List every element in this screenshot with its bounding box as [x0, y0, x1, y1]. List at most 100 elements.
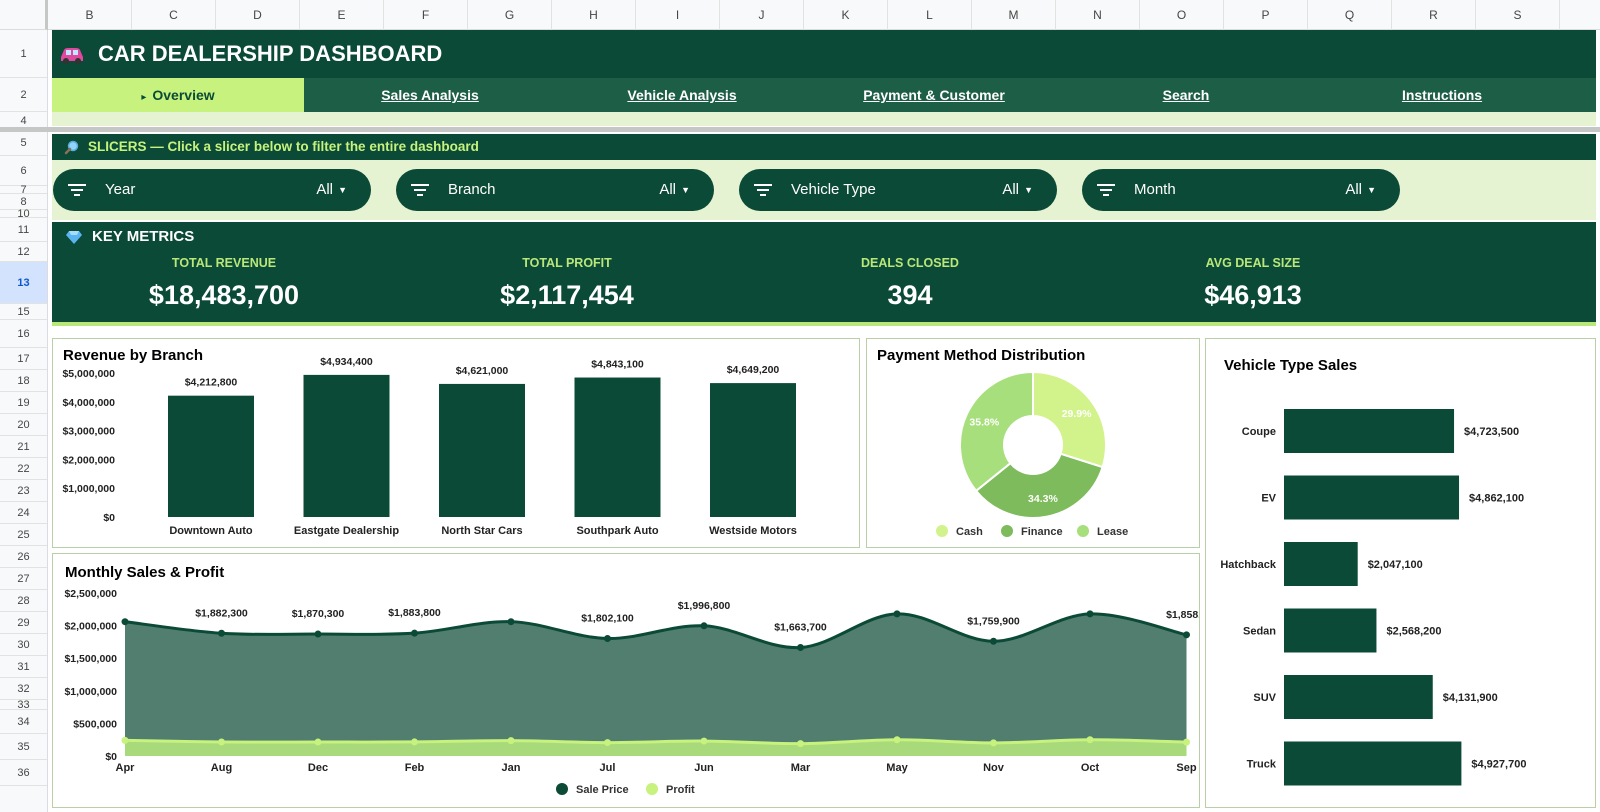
- sale-price-point[interactable]: [1183, 631, 1190, 639]
- row-header[interactable]: 19: [0, 392, 47, 414]
- column-header[interactable]: N: [1056, 0, 1140, 30]
- column-header[interactable]: R: [1392, 0, 1476, 30]
- bar[interactable]: [1284, 409, 1455, 453]
- column-header[interactable]: G: [468, 0, 552, 30]
- bar[interactable]: [1284, 608, 1377, 653]
- profit-point[interactable]: [1086, 736, 1094, 744]
- row-header[interactable]: 12: [0, 242, 47, 262]
- select-all-corner[interactable]: [0, 0, 48, 30]
- column-header[interactable]: Q: [1308, 0, 1392, 30]
- sale-price-point[interactable]: [990, 637, 997, 645]
- profit-point[interactable]: [797, 740, 804, 748]
- row-header[interactable]: 22: [0, 458, 47, 480]
- row-header[interactable]: 2: [0, 78, 47, 112]
- row-header[interactable]: 35: [0, 734, 47, 760]
- sale-price-point[interactable]: [121, 618, 129, 626]
- row-header[interactable]: 30: [0, 634, 47, 656]
- pie-slice[interactable]: [1032, 370, 1107, 469]
- tab-instructions[interactable]: Instructions: [1401, 87, 1483, 103]
- tab-search[interactable]: Search: [1162, 87, 1210, 103]
- sale-price-point[interactable]: [314, 630, 322, 638]
- row-header[interactable]: 33: [0, 699, 47, 711]
- frozen-rows-divider[interactable]: [0, 127, 1600, 132]
- column-header[interactable]: H: [552, 0, 636, 30]
- row-header[interactable]: 28: [0, 590, 47, 612]
- profit-point[interactable]: [604, 739, 611, 747]
- sale-price-point[interactable]: [411, 629, 418, 637]
- profit-point[interactable]: [121, 736, 129, 744]
- profit-point[interactable]: [218, 738, 225, 746]
- sale-price-point[interactable]: [700, 622, 708, 630]
- pie-slice[interactable]: [974, 452, 1104, 519]
- tab-sales-analysis[interactable]: Sales Analysis: [381, 87, 479, 103]
- profit-point[interactable]: [1183, 738, 1190, 746]
- row-header[interactable]: 11: [0, 218, 47, 242]
- revenue-by-branch-chart[interactable]: Revenue by Branch $0 $1,000,000 $2,000,000…: [52, 338, 860, 548]
- bar[interactable]: [303, 374, 390, 517]
- row-header[interactable]: 17: [0, 348, 47, 370]
- row-header[interactable]: 20: [0, 414, 47, 436]
- row-header[interactable]: 23: [0, 480, 47, 502]
- slicer-branch[interactable]: Branch All ▼: [396, 169, 714, 211]
- pie-slice[interactable]: [959, 370, 1034, 493]
- bar[interactable]: [574, 377, 661, 517]
- row-header[interactable]: 5: [0, 130, 47, 156]
- row-header[interactable]: 16: [0, 320, 47, 348]
- slicer-vehicle-type[interactable]: Vehicle Type All ▼: [739, 169, 1057, 211]
- vehicle-type-sales-chart[interactable]: Vehicle Type Sales Coupe $4,723,500 EV $4,8…: [1205, 338, 1596, 808]
- sale-price-point[interactable]: [893, 610, 901, 618]
- column-header[interactable]: I: [636, 0, 720, 30]
- slicer-month[interactable]: Month All ▼: [1082, 169, 1400, 211]
- row-header[interactable]: 15: [0, 304, 47, 320]
- sale-price-point[interactable]: [507, 618, 515, 626]
- tab-overview[interactable]: ▸ Overview: [52, 78, 304, 112]
- row-header[interactable]: 18: [0, 370, 47, 392]
- column-header[interactable]: L: [888, 0, 972, 30]
- row-header[interactable]: 36: [0, 760, 47, 786]
- slicer-year[interactable]: Year All ▼: [53, 169, 371, 211]
- bar[interactable]: [168, 395, 254, 517]
- bar[interactable]: [710, 383, 796, 517]
- profit-point[interactable]: [507, 737, 515, 745]
- column-header[interactable]: P: [1224, 0, 1308, 30]
- bar[interactable]: [1284, 475, 1460, 520]
- profit-point[interactable]: [893, 736, 901, 744]
- row-header[interactable]: 6: [0, 156, 47, 186]
- column-header[interactable]: F: [384, 0, 468, 30]
- bar[interactable]: [1284, 741, 1462, 786]
- row-header[interactable]: 13: [0, 262, 47, 304]
- row-header[interactable]: 8: [0, 194, 47, 210]
- row-header[interactable]: 26: [0, 546, 47, 568]
- row-header[interactable]: 27: [0, 568, 47, 590]
- row-header[interactable]: 7: [0, 184, 47, 196]
- sale-price-point[interactable]: [604, 635, 611, 643]
- row-header[interactable]: 31: [0, 656, 47, 678]
- column-header[interactable]: D: [216, 0, 300, 30]
- monthly-sales-profit-chart[interactable]: Monthly Sales & Profit $0 $500,000 $1,000,…: [52, 553, 1200, 808]
- profit-point[interactable]: [700, 737, 708, 745]
- bar[interactable]: [439, 383, 525, 517]
- sale-price-point[interactable]: [797, 644, 804, 652]
- profit-point[interactable]: [411, 738, 418, 746]
- bar[interactable]: [1284, 675, 1433, 719]
- row-header[interactable]: 29: [0, 612, 47, 634]
- row-header[interactable]: 25: [0, 524, 47, 546]
- column-header[interactable]: K: [804, 0, 888, 30]
- payment-method-chart[interactable]: Payment Method Distribution 29.9% 34.3% 35…: [866, 338, 1200, 548]
- row-header[interactable]: 10: [0, 208, 47, 220]
- column-header[interactable]: O: [1140, 0, 1224, 30]
- column-header[interactable]: C: [132, 0, 216, 30]
- row-header[interactable]: 21: [0, 436, 47, 458]
- column-header[interactable]: B: [48, 0, 132, 30]
- profit-line[interactable]: [124, 738, 1187, 746]
- tab-vehicle-analysis[interactable]: Vehicle Analysis: [627, 87, 737, 103]
- bar[interactable]: [1284, 542, 1358, 586]
- column-header[interactable]: M: [972, 0, 1056, 30]
- profit-point[interactable]: [990, 739, 997, 747]
- sale-price-point[interactable]: [218, 629, 225, 637]
- column-header[interactable]: J: [720, 0, 804, 30]
- sale-price-point[interactable]: [1086, 610, 1094, 618]
- row-header[interactable]: 34: [0, 710, 47, 734]
- row-header[interactable]: 32: [0, 678, 47, 700]
- column-header[interactable]: E: [300, 0, 384, 30]
